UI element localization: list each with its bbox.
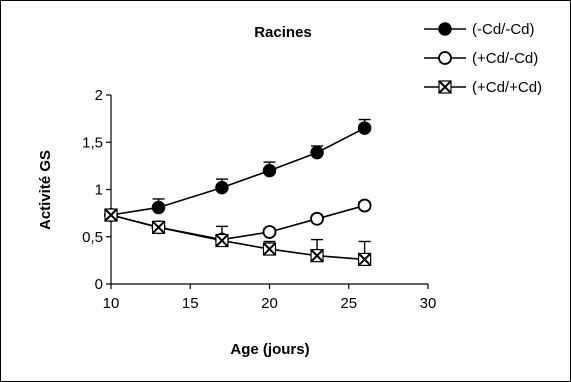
data-point — [438, 51, 452, 65]
data-point — [151, 200, 166, 215]
marker-cross-line — [262, 242, 277, 256]
legend-item-1: (-Cd/-Cd) — [424, 21, 535, 38]
series-layer — [104, 118, 372, 267]
y-axis-title: Activité GS — [37, 150, 54, 230]
legend-item-3: (+Cd/+Cd) — [424, 79, 542, 96]
data-point — [104, 208, 118, 222]
series-line — [110, 127, 365, 216]
x-tick-label: 30 — [420, 295, 437, 312]
axes: 0 0,5 1 1,5 2 10 15 20 25 30 — [82, 87, 436, 312]
data-point — [438, 80, 452, 94]
marker-cross-line — [151, 220, 166, 235]
series-2 — [104, 198, 372, 247]
chart-title: Racines — [254, 24, 312, 41]
legend-item-2: (+Cd/-Cd) — [424, 50, 538, 67]
data-point — [262, 225, 277, 239]
marker-cross-line — [104, 208, 118, 222]
legend-label: (+Cd/-Cd) — [472, 50, 538, 67]
x-axis-title: Age (jours) — [230, 341, 309, 358]
legend: (-Cd/-Cd) (+Cd/-Cd) (+Cd/+Cd) — [424, 21, 542, 96]
series-3 — [104, 208, 372, 267]
data-point — [357, 198, 372, 213]
data-point — [310, 248, 324, 263]
data-point — [262, 242, 277, 256]
data-point — [438, 22, 452, 36]
data-point — [215, 180, 229, 195]
series-line — [110, 214, 365, 261]
marker-cross-line — [357, 252, 372, 267]
data-point — [310, 145, 324, 160]
marker-cross-line — [438, 80, 452, 94]
data-point — [215, 233, 229, 248]
legend-label: (-Cd/-Cd) — [472, 21, 535, 38]
y-tick-label: 0 — [95, 276, 103, 293]
data-point — [262, 163, 277, 178]
data-point — [151, 220, 166, 235]
x-tick-label: 15 — [182, 295, 199, 312]
data-point — [357, 252, 372, 267]
series-line — [110, 204, 365, 241]
x-tick-label: 10 — [103, 295, 120, 312]
y-tick-label: 1,5 — [82, 134, 103, 151]
data-point — [310, 211, 324, 226]
x-tick-label: 25 — [340, 295, 357, 312]
y-tick-label: 2 — [95, 87, 103, 104]
series-1 — [104, 118, 372, 222]
marker-cross-line — [215, 233, 229, 248]
marker-cross-line — [310, 248, 324, 263]
data-point — [357, 121, 372, 135]
y-tick-label: 1 — [95, 182, 103, 199]
y-tick-label: 0,5 — [82, 229, 103, 246]
legend-label: (+Cd/+Cd) — [472, 79, 542, 96]
x-tick-label: 20 — [261, 295, 278, 312]
